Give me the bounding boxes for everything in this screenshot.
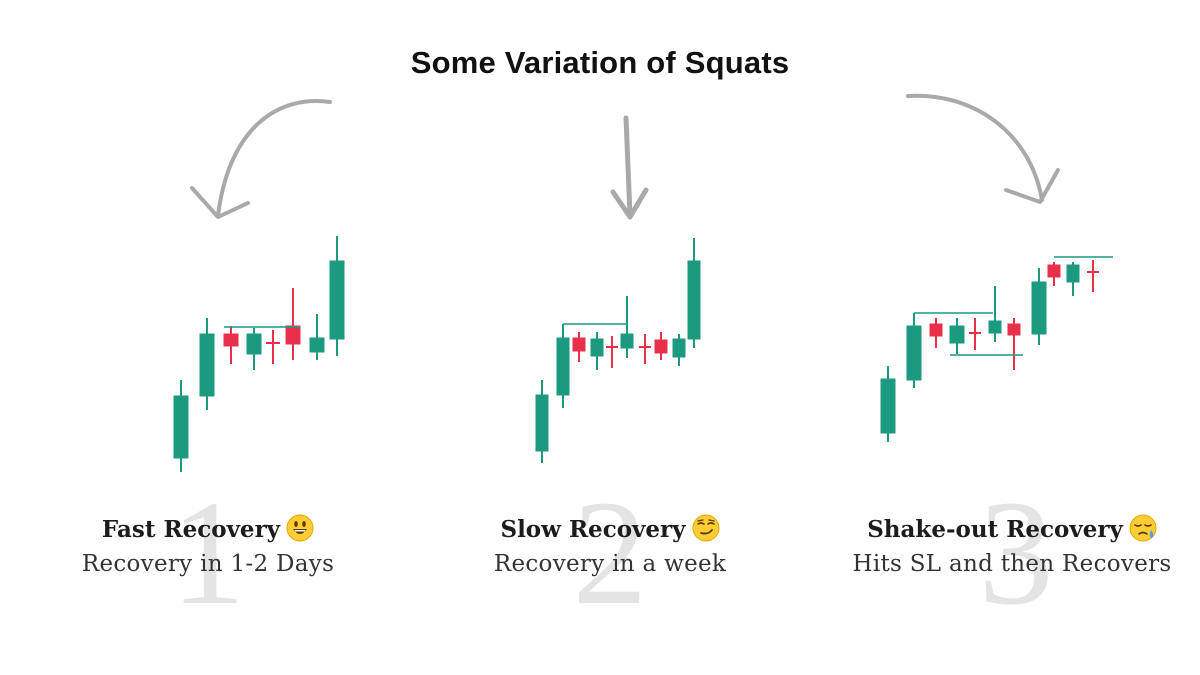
candle-bullish xyxy=(246,328,262,370)
candle-doji-bearish xyxy=(639,334,651,364)
panel-number: 2 xyxy=(572,470,648,636)
candle-doji-bearish xyxy=(969,318,981,350)
candle-doji-bearish xyxy=(266,330,280,364)
panel-shakeout-recovery: Shake-out Recovery Hits SL and then Reco… xyxy=(812,512,1200,580)
panel-number: 1 xyxy=(170,470,246,636)
candle-doji-bearish xyxy=(606,336,618,368)
candlestick-chart-shakeout-recovery xyxy=(880,256,1113,442)
panel-heading-text: Shake-out Recovery xyxy=(867,516,1123,543)
candle-bullish xyxy=(949,318,965,354)
sad-sweat-face-icon xyxy=(1129,514,1157,542)
candle-bearish xyxy=(1047,262,1061,286)
panel-heading: Fast Recovery xyxy=(8,512,408,548)
candlestick-chart-fast-recovery xyxy=(173,236,345,472)
smirking-face-icon xyxy=(692,514,720,542)
diagram-title: Some Variation of Squats xyxy=(410,45,790,80)
arrow-right-icon xyxy=(906,93,1060,204)
candle-bullish xyxy=(672,334,686,366)
candle-bullish xyxy=(329,236,345,356)
panel-subtitle: Recovery in a week xyxy=(493,551,727,577)
candle-bullish xyxy=(173,380,189,472)
candle-doji-bearish xyxy=(1087,260,1099,292)
panel-heading-text: Fast Recovery xyxy=(101,516,281,543)
candle-bullish xyxy=(687,238,701,348)
panel-subtitle: Recovery in 1-2 Days xyxy=(81,551,335,577)
candle-bullish xyxy=(620,296,634,358)
panel-slow-recovery: Slow Recovery Recovery in a week xyxy=(410,512,810,580)
candle-bullish xyxy=(1066,262,1080,296)
candle-bearish xyxy=(929,318,943,348)
candle-bullish xyxy=(535,380,549,463)
candle-bullish xyxy=(590,332,604,370)
panel-fast-recovery: Fast Recovery Recovery in 1-2 Days xyxy=(8,512,408,580)
candle-bearish xyxy=(285,288,301,360)
arrow-down-icon xyxy=(610,115,649,220)
candle-bullish xyxy=(880,366,896,442)
candle-bearish xyxy=(223,326,239,364)
panel-heading: Slow Recovery xyxy=(410,512,810,548)
grinning-face-icon xyxy=(286,514,314,542)
candle-bullish xyxy=(1031,268,1047,345)
candle-bearish xyxy=(1007,318,1021,370)
candle-bearish xyxy=(654,332,668,360)
panel-number: 3 xyxy=(978,470,1054,636)
candlestick-chart-slow-recovery xyxy=(535,238,701,463)
candle-bullish xyxy=(988,286,1002,342)
panel-subtitle: Hits SL and then Recovers xyxy=(852,551,1172,577)
panel-heading: Shake-out Recovery xyxy=(812,512,1200,548)
candle-bullish xyxy=(556,324,570,408)
arrow-left-icon xyxy=(190,99,332,219)
candle-bearish xyxy=(572,332,586,362)
panel-heading-text: Slow Recovery xyxy=(500,516,686,543)
candle-bullish xyxy=(906,313,922,388)
candle-bullish xyxy=(199,318,215,410)
candle-bullish xyxy=(309,314,325,360)
